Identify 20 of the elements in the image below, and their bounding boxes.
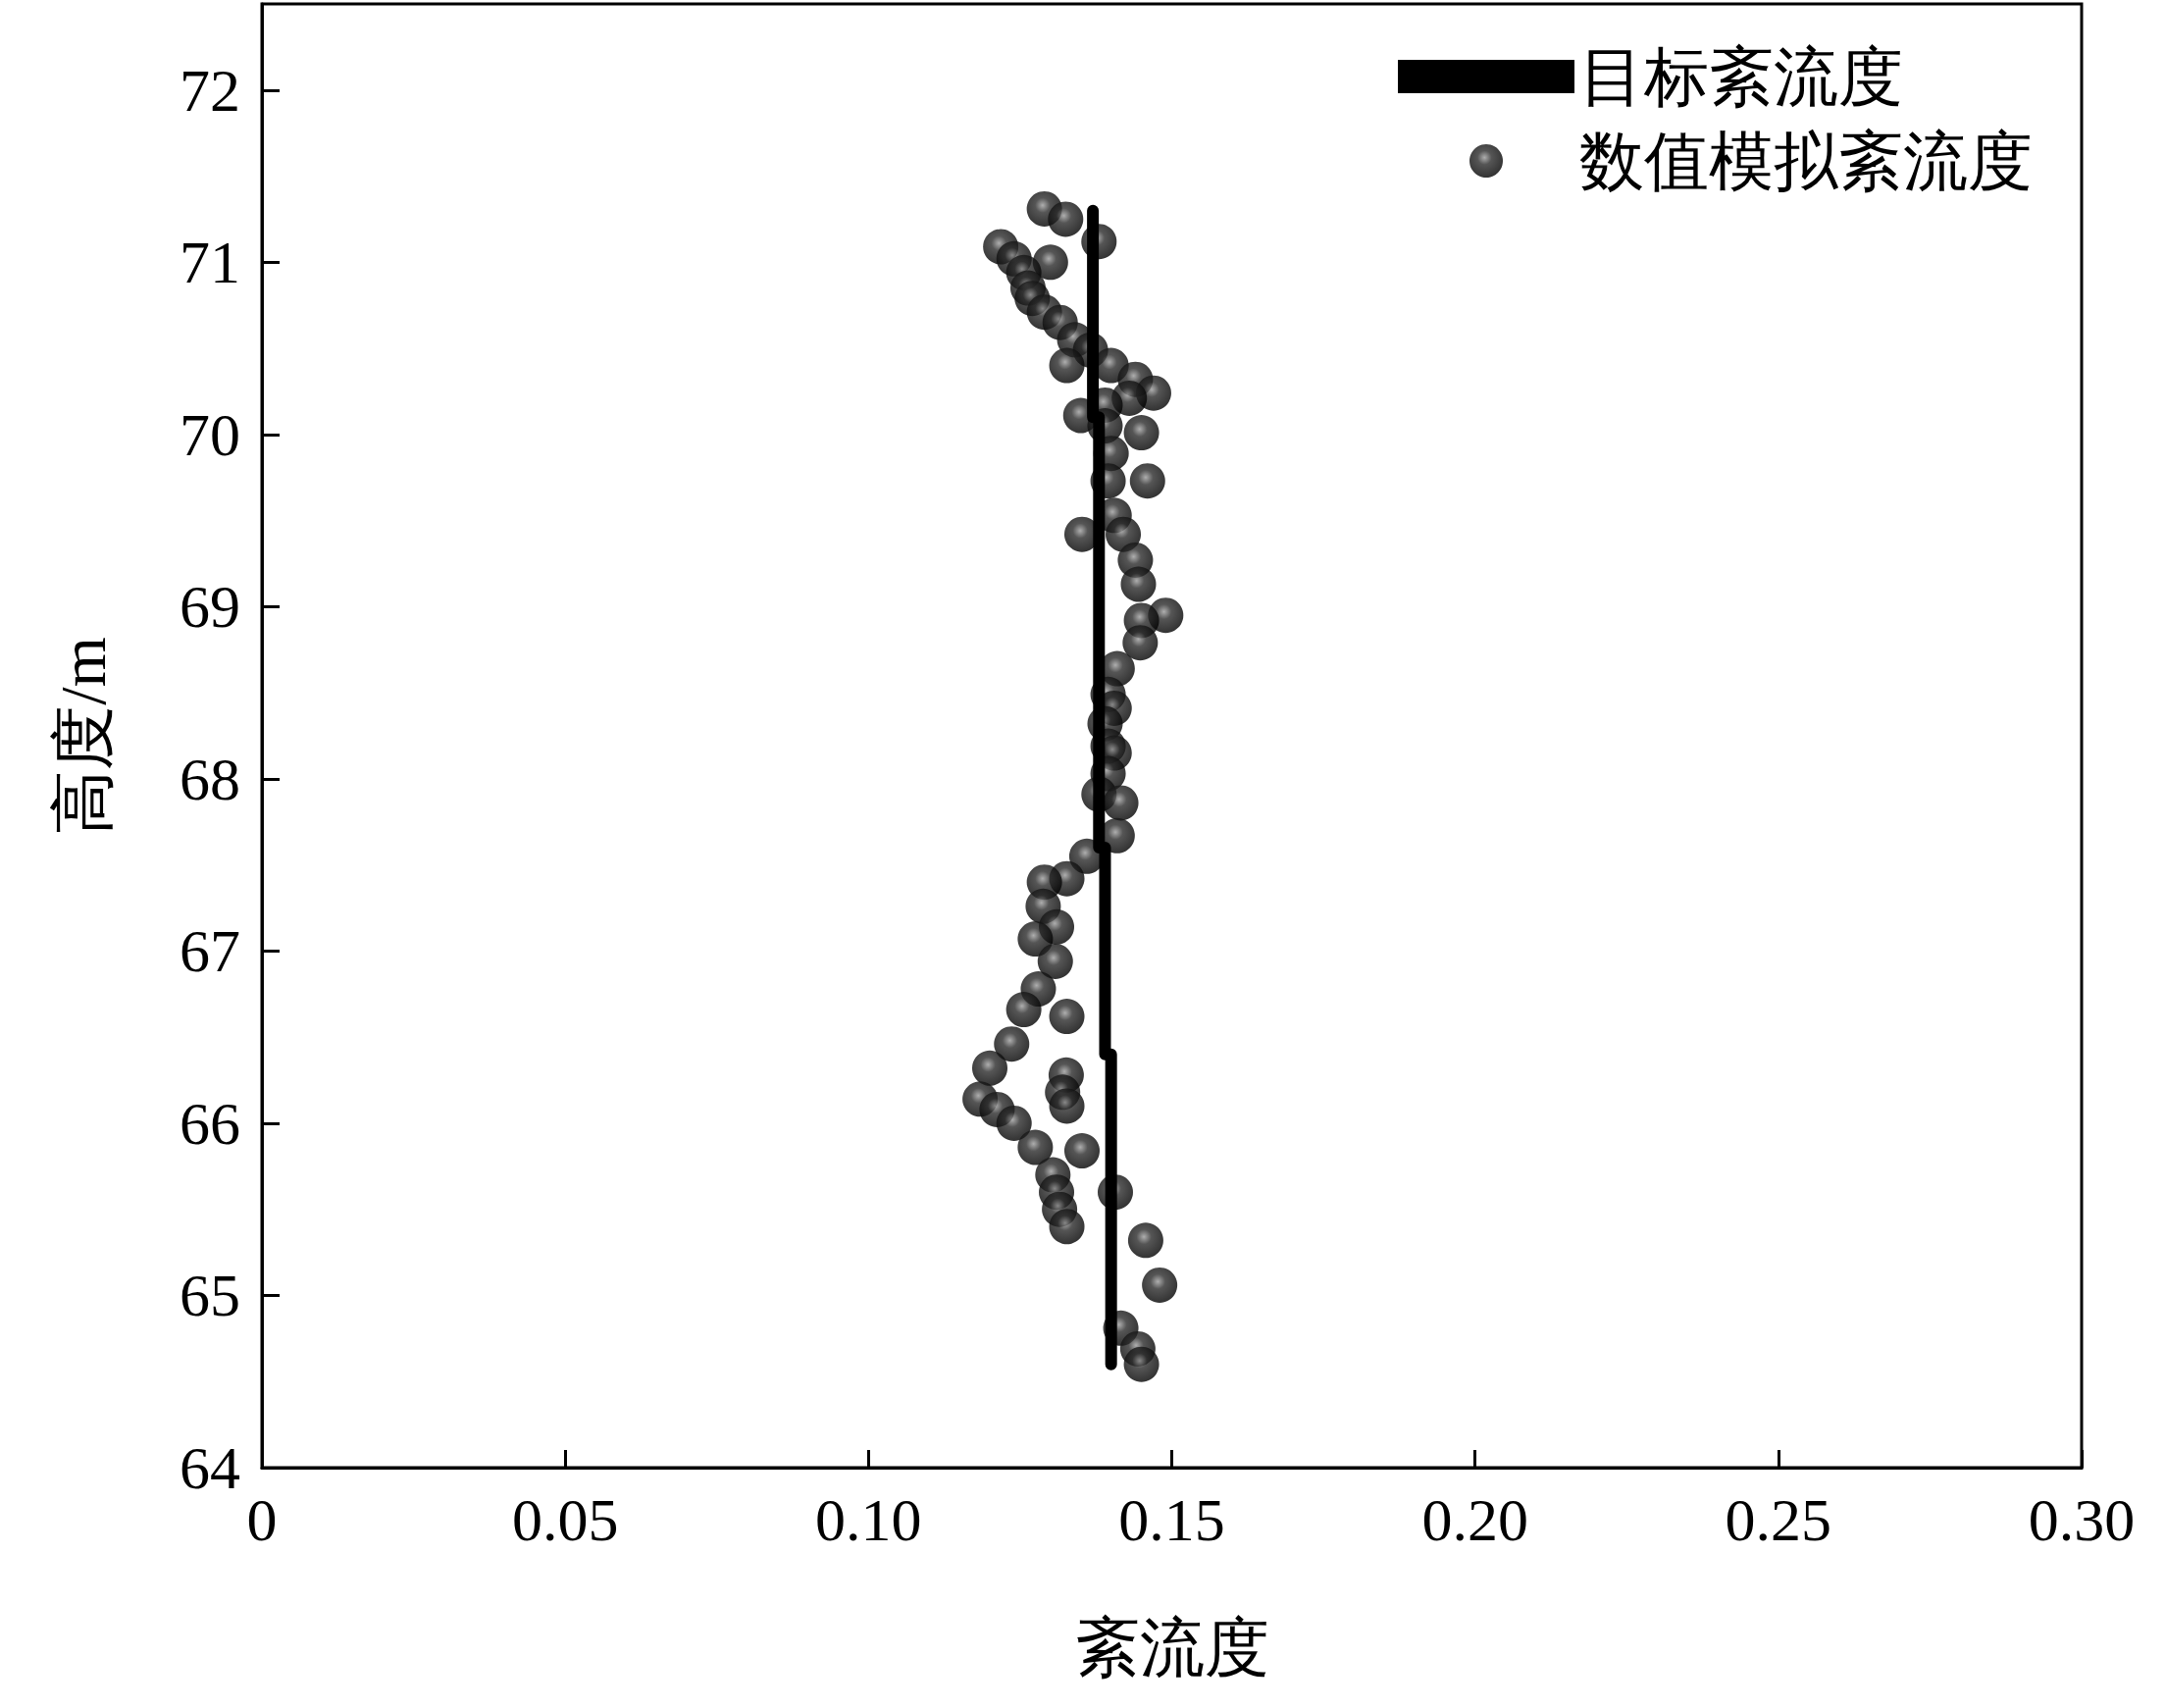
y-tick-label: 66 (180, 1089, 240, 1157)
x-tick-label: 0.20 (1421, 1486, 1528, 1553)
x-tick-label: 0 (246, 1486, 278, 1553)
legend-label: 目标紊流度 (1579, 40, 1903, 113)
x-tick-label: 0.25 (1725, 1486, 1832, 1553)
y-tick-label: 68 (180, 745, 240, 812)
x-tick-label: 0.10 (815, 1486, 922, 1553)
x-tick-label: 0.15 (1118, 1486, 1225, 1553)
x-tick-label: 0.30 (2028, 1486, 2136, 1553)
y-tick-label: 64 (180, 1434, 240, 1501)
y-tick-label: 67 (180, 917, 240, 985)
y-axis-title: 高度/m (46, 637, 119, 835)
y-tick-label: 71 (180, 229, 240, 296)
x-tick-label: 0.05 (511, 1486, 619, 1553)
x-axis-title: 紊流度 (1074, 1611, 1269, 1683)
y-tick-label: 70 (180, 400, 240, 468)
y-tick-label: 69 (180, 573, 240, 641)
legend-label: 数值模拟紊流度 (1579, 125, 2033, 197)
y-tick-label: 65 (180, 1262, 240, 1329)
y-tick-label: 72 (180, 56, 240, 124)
